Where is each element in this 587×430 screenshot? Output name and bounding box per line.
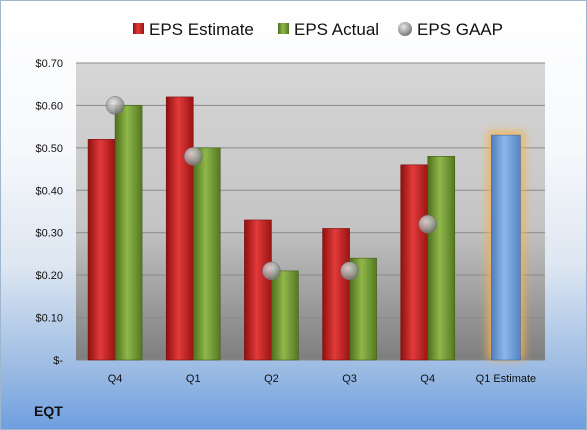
legend-label-gaap: EPS GAAP [417,20,503,39]
legend-item-gaap: EPS GAAP [398,20,503,39]
company-ticker: EQT [34,403,63,419]
legend-swatch-actual [278,23,289,34]
bar-eps-estimate [244,219,272,361]
y-tick-label: $0.60 [35,100,63,112]
legend-label-estimate: EPS Estimate [149,20,254,39]
x-tick-label: Q1 Estimate [476,373,537,385]
bar-eps-forecast [491,134,521,361]
legend-label-actual: EPS Actual [294,20,379,39]
marker-eps-gaap [184,147,203,166]
plot-area [76,63,545,360]
bar-eps-estimate [400,164,429,361]
x-axis-ticks: Q4 Q1 Q2 Q3 Q4 Q1 Estimate [108,373,536,385]
bar-eps-actual [192,147,221,361]
bars [87,96,525,361]
bar-eps-estimate [322,228,350,361]
legend: EPS Estimate EPS Actual EPS GAAP [133,20,503,39]
legend-item-estimate: EPS Estimate [133,20,254,39]
bar-eps-actual [114,105,143,361]
y-tick-label: $0.40 [35,185,63,197]
legend-item-actual: EPS Actual [278,20,379,39]
x-tick-label: Q2 [264,373,279,385]
bar-eps-estimate [165,96,194,361]
y-tick-label: $0.30 [35,228,63,240]
bar-eps-estimate [87,139,116,361]
marker-eps-gaap [105,96,125,115]
x-tick-label: Q4 [108,373,123,385]
marker-eps-gaap [340,261,359,281]
x-tick-label: Q4 [420,373,435,385]
x-tick-label: Q3 [342,373,357,385]
bar-eps-actual [271,270,299,361]
gridlines [76,62,545,361]
y-tick-label: $- [53,355,63,367]
legend-swatch-estimate [133,23,144,34]
y-tick-label: $0.20 [35,270,63,282]
gaap-markers [105,96,437,281]
marker-eps-gaap [262,261,281,281]
y-tick-label: $0.70 [35,58,63,70]
bar-eps-actual [427,156,456,361]
marker-eps-gaap [418,214,437,234]
legend-swatch-gaap [398,22,412,36]
x-tick-label: Q1 [186,373,201,385]
y-tick-label: $0.10 [35,313,63,325]
y-axis-ticks: $0.70 $0.60 $0.50 $0.40 $0.30 $0.20 $0.10 $- [35,58,63,367]
y-tick-label: $0.50 [35,143,63,155]
